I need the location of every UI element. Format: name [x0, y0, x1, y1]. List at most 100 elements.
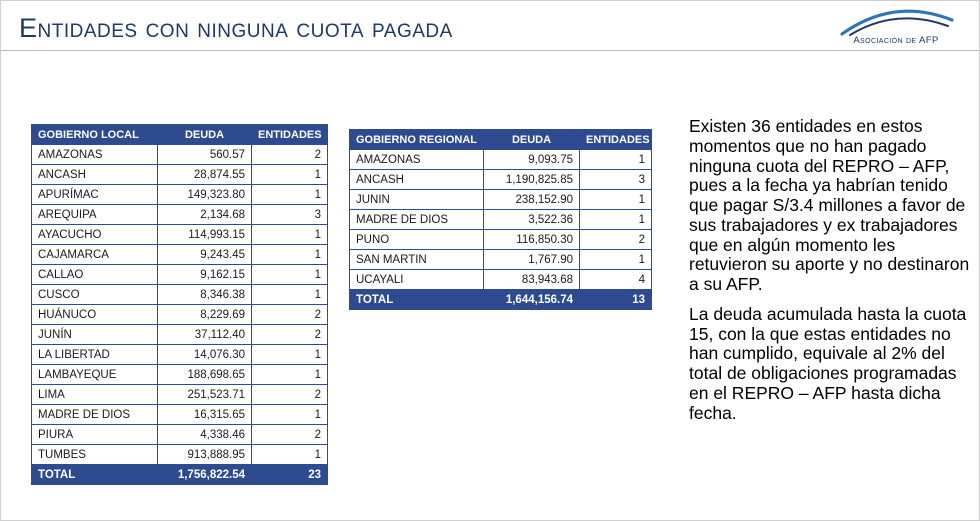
total-label: TOTAL — [349, 289, 484, 310]
header-entidades: ENTIDADES — [579, 129, 652, 150]
deuda-cell: 2,134.68 — [157, 204, 252, 225]
entidades-cell: 1 — [251, 404, 328, 425]
region-cell: PUNO — [349, 229, 484, 250]
region-cell: AREQUIPA — [31, 204, 158, 225]
region-cell: HUÁNUCO — [31, 304, 158, 325]
entidades-cell: 1 — [251, 344, 328, 365]
commentary-paragraph-1: Existen 36 entidades en estos momentos q… — [689, 116, 970, 295]
deuda-cell: 149,323.80 — [157, 184, 252, 205]
page-title: Entidades con ninguna cuota pagada — [19, 13, 453, 43]
commentary-paragraph-2: La deuda acumulada hasta la cuota 15, co… — [689, 303, 967, 423]
deuda-cell: 8,229.69 — [157, 304, 252, 325]
region-cell: ANCASH — [349, 169, 484, 190]
swoosh-icon — [831, 7, 961, 37]
entidades-cell: 1 — [579, 189, 652, 210]
total-label: TOTAL — [31, 464, 158, 485]
table-row: LAMBAYEQUE 188,698.65 1 — [31, 364, 328, 385]
deuda-cell: 913,888.95 — [157, 444, 252, 465]
deuda-cell: 28,874.55 — [157, 164, 252, 185]
deuda-cell: 238,152.90 — [483, 189, 580, 210]
region-cell: MADRE DE DIOS — [349, 209, 484, 230]
deuda-cell: 9,093.75 — [483, 149, 580, 170]
table-row: SAN MARTIN 1,767.90 1 — [349, 249, 652, 270]
deuda-cell: 3,522.36 — [483, 209, 580, 230]
table-row: APURÍMAC 149,323.80 1 — [31, 184, 328, 205]
table-row: AREQUIPA 2,134.68 3 — [31, 204, 328, 225]
header-deuda: DEUDA — [157, 124, 252, 145]
total-entidades: 13 — [579, 289, 652, 310]
header-deuda: DEUDA — [483, 129, 580, 150]
region-cell: AMAZONAS — [349, 149, 484, 170]
deuda-cell: 16,315.65 — [157, 404, 252, 425]
table-row: AMAZONAS 560.57 2 — [31, 144, 328, 165]
deuda-cell: 14,076.30 — [157, 344, 252, 365]
region-cell: CALLAO — [31, 264, 158, 285]
total-deuda: 1,644,156.74 — [483, 289, 580, 310]
entidades-cell: 1 — [251, 184, 328, 205]
entidades-cell: 2 — [251, 144, 328, 165]
header-gobierno-regional: GOBIERNO REGIONAL — [349, 129, 484, 150]
region-cell: APURÍMAC — [31, 184, 158, 205]
afp-logo: Asociación de AFP — [831, 7, 961, 51]
deuda-cell: 4,338.46 — [157, 424, 252, 445]
total-deuda: 1,756,822.54 — [157, 464, 252, 485]
region-cell: TUMBES — [31, 444, 158, 465]
table-row: AYACUCHO 114,993.15 1 — [31, 224, 328, 245]
deuda-cell: 37,112.40 — [157, 324, 252, 345]
gobierno-regional-table: GOBIERNO REGIONAL DEUDA ENTIDADES AMAZON… — [349, 129, 652, 310]
entidades-cell: 2 — [251, 304, 328, 325]
region-cell: CUSCO — [31, 284, 158, 305]
entidades-cell: 1 — [579, 209, 652, 230]
table-row: ANCASH 28,874.55 1 — [31, 164, 328, 185]
total-entidades: 23 — [251, 464, 328, 485]
region-cell: PIURA — [31, 424, 158, 445]
deuda-cell: 116,850.30 — [483, 229, 580, 250]
table-body: AMAZONAS 9,093.75 1 ANCASH 1,190,825.85 3 JUNI… — [349, 149, 652, 290]
commentary-block: Existen 36 entidades en estos momentos q… — [689, 116, 971, 433]
table-header: GOBIERNO LOCAL DEUDA ENTIDADES — [31, 124, 328, 145]
table-row: JUNIN 238,152.90 1 — [349, 189, 652, 210]
entidades-cell: 3 — [251, 204, 328, 225]
region-cell: LAMBAYEQUE — [31, 364, 158, 385]
header-entidades: ENTIDADES — [251, 124, 328, 145]
deuda-cell: 9,243.45 — [157, 244, 252, 265]
entidades-cell: 2 — [251, 424, 328, 445]
deuda-cell: 251,523.71 — [157, 384, 252, 405]
table-row: MADRE DE DIOS 3,522.36 1 — [349, 209, 652, 230]
entidades-cell: 1 — [579, 249, 652, 270]
table-row: CUSCO 8,346.38 1 — [31, 284, 328, 305]
entidades-cell: 1 — [251, 244, 328, 265]
entidades-cell: 1 — [579, 149, 652, 170]
deuda-cell: 9,162.15 — [157, 264, 252, 285]
title-divider — [1, 50, 979, 51]
region-cell: JUNÍN — [31, 324, 158, 345]
deuda-cell: 188,698.65 — [157, 364, 252, 385]
table-row: JUNÍN 37,112.40 2 — [31, 324, 328, 345]
table-row: HUÁNUCO 8,229.69 2 — [31, 304, 328, 325]
region-cell: CAJAMARCA — [31, 244, 158, 265]
region-cell: UCAYALI — [349, 269, 484, 290]
region-cell: AYACUCHO — [31, 224, 158, 245]
deuda-cell: 560.57 — [157, 144, 252, 165]
table-row: UCAYALI 83,943.68 4 — [349, 269, 652, 290]
deuda-cell: 114,993.15 — [157, 224, 252, 245]
entidades-cell: 3 — [579, 169, 652, 190]
entidades-cell: 1 — [251, 284, 328, 305]
table-row: LIMA 251,523.71 2 — [31, 384, 328, 405]
total-row: TOTAL 1,756,822.54 23 — [31, 464, 328, 485]
region-cell: ANCASH — [31, 164, 158, 185]
table-body: AMAZONAS 560.57 2 ANCASH 28,874.55 1 APURÍMAC 1… — [31, 144, 328, 465]
entidades-cell: 2 — [251, 324, 328, 345]
table-row: CALLAO 9,162.15 1 — [31, 264, 328, 285]
deuda-cell: 1,767.90 — [483, 249, 580, 270]
entidades-cell: 1 — [251, 364, 328, 385]
entidades-cell: 1 — [251, 264, 328, 285]
entidades-cell: 2 — [579, 229, 652, 250]
entidades-cell: 2 — [251, 384, 328, 405]
deuda-cell: 8,346.38 — [157, 284, 252, 305]
region-cell: LA LIBERTAD — [31, 344, 158, 365]
region-cell: JUNIN — [349, 189, 484, 210]
table-row: PUNO 116,850.30 2 — [349, 229, 652, 250]
table-row: ANCASH 1,190,825.85 3 — [349, 169, 652, 190]
